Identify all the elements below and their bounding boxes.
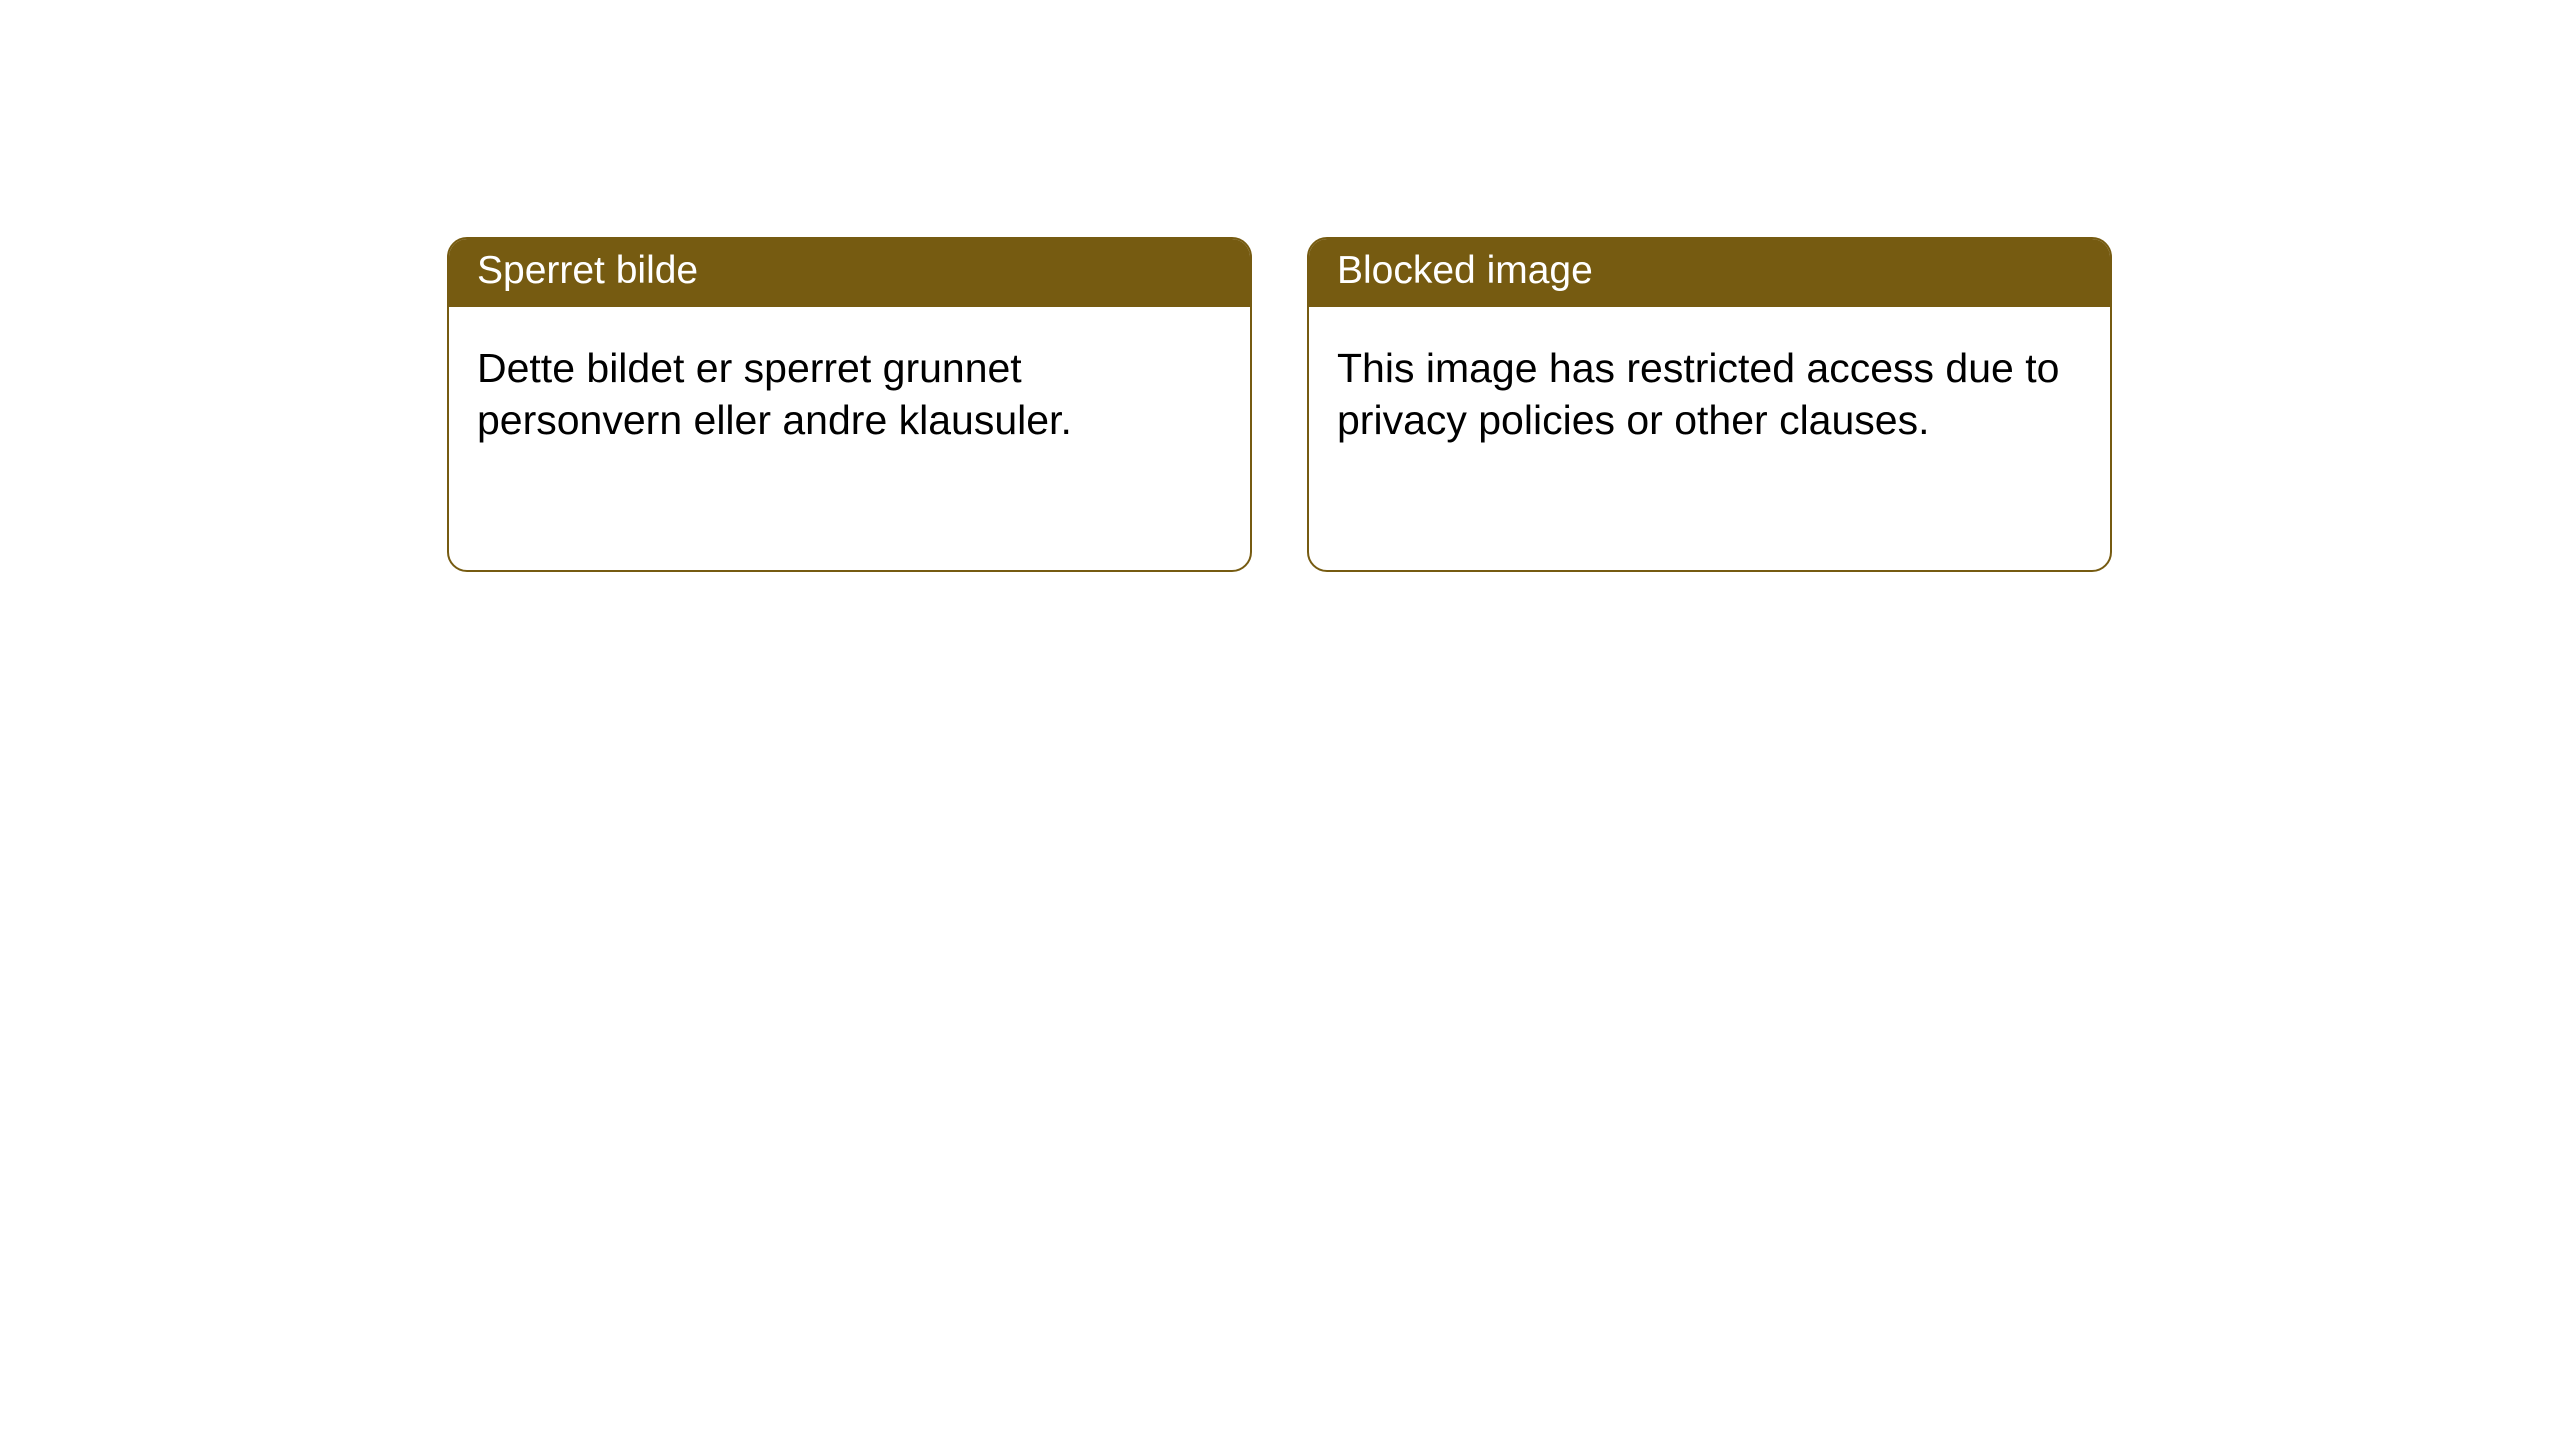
blocked-image-card-no: Sperret bilde Dette bildet er sperret gr… — [447, 237, 1252, 572]
card-body-text: Dette bildet er sperret grunnet personve… — [477, 345, 1072, 443]
card-body-text: This image has restricted access due to … — [1337, 345, 2059, 443]
blocked-image-card-en: Blocked image This image has restricted … — [1307, 237, 2112, 572]
card-header: Sperret bilde — [449, 239, 1250, 307]
card-title: Blocked image — [1337, 249, 1593, 292]
card-title: Sperret bilde — [477, 249, 698, 292]
card-body: Dette bildet er sperret grunnet personve… — [449, 307, 1250, 482]
notice-container: Sperret bilde Dette bildet er sperret gr… — [447, 237, 2112, 572]
card-header: Blocked image — [1309, 239, 2110, 307]
card-body: This image has restricted access due to … — [1309, 307, 2110, 482]
